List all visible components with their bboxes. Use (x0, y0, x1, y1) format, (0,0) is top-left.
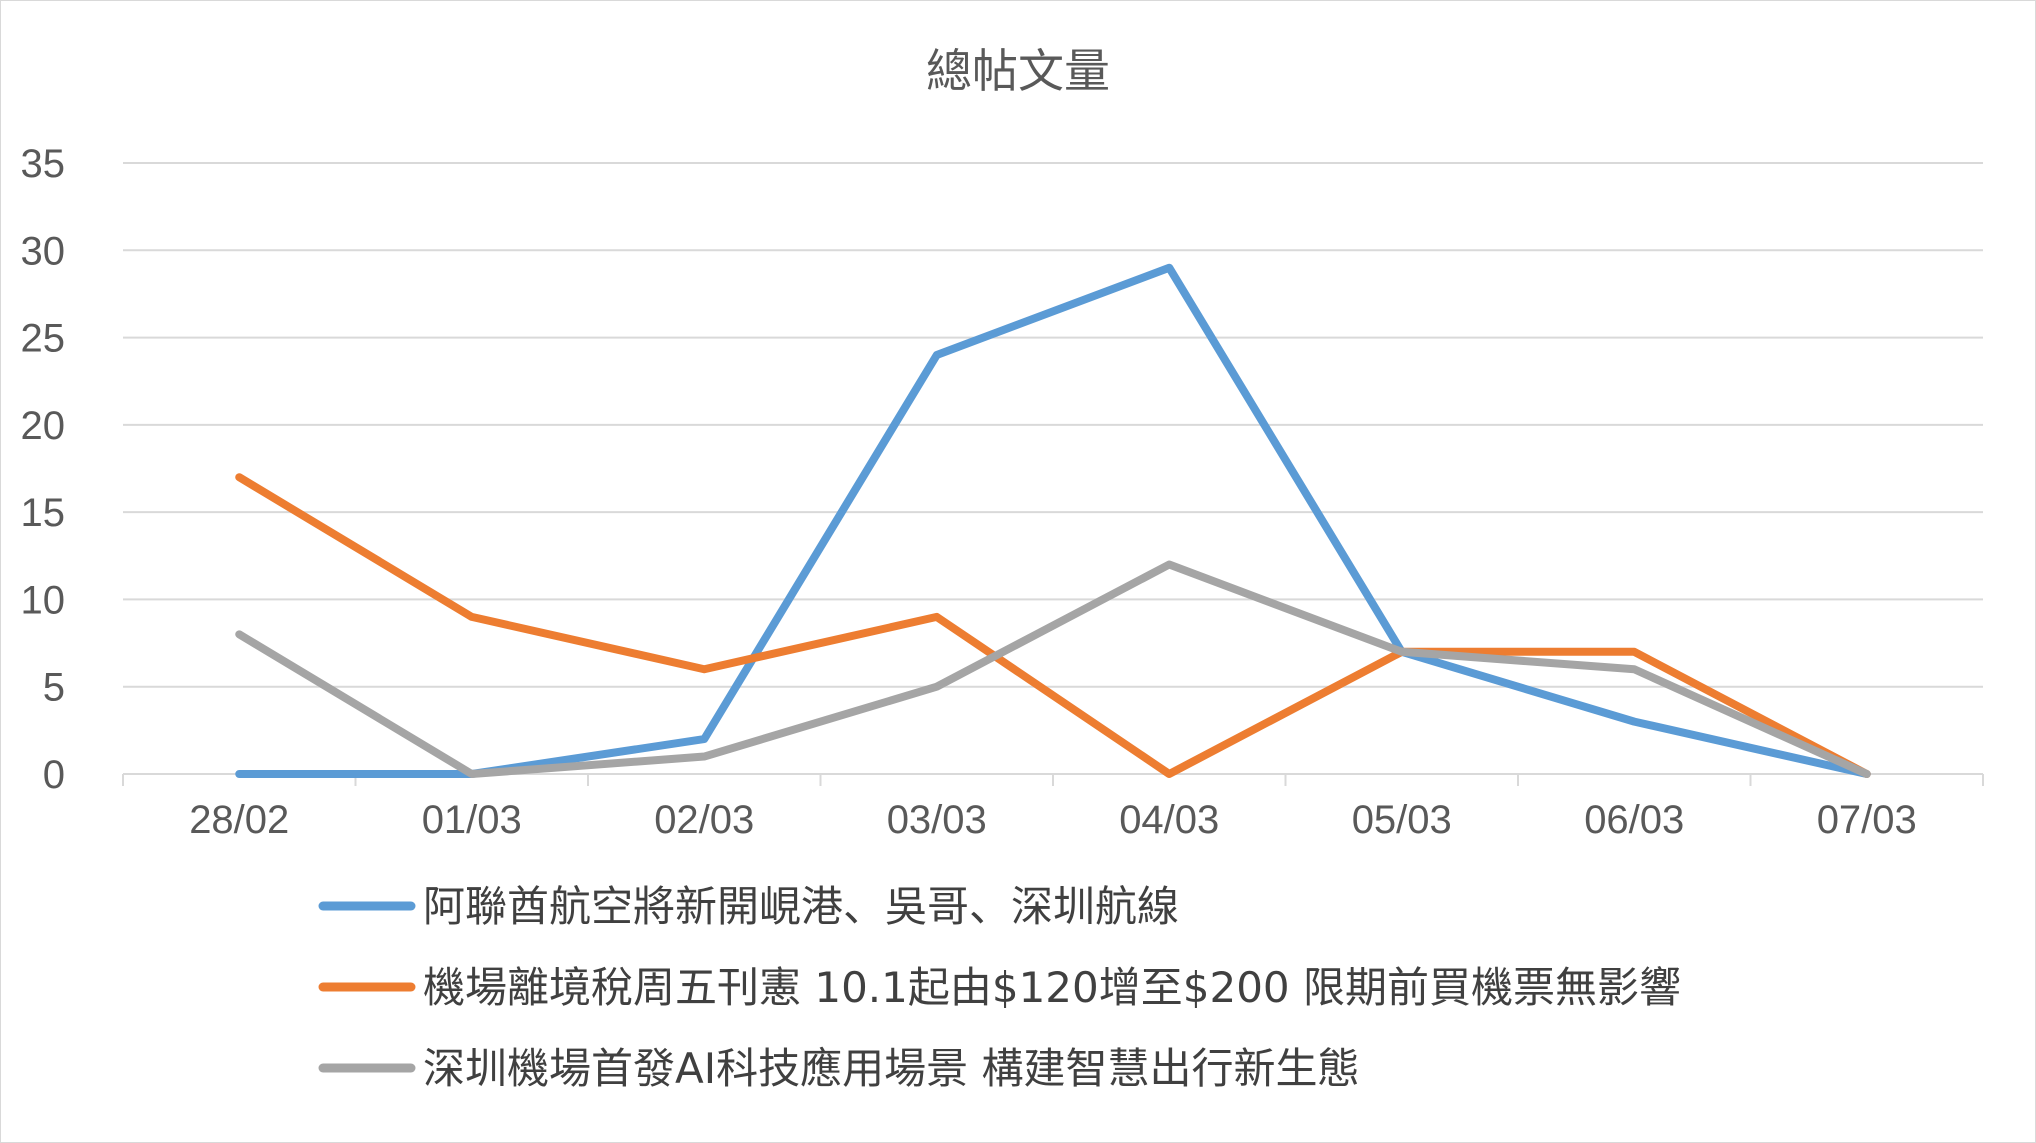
y-tick-label: 20 (21, 404, 66, 448)
x-tick-label: 07/03 (1817, 798, 1917, 842)
y-tick-label: 10 (21, 578, 66, 622)
y-tick-label: 30 (21, 229, 66, 273)
y-tick-label: 15 (21, 491, 66, 535)
legend-label-2: 機場離境稅周五刊憲 10.1起由$120增至$200 限期前買機票無影響 (423, 963, 1681, 1012)
x-tick-label: 06/03 (1584, 798, 1684, 842)
x-tick-label: 02/03 (654, 798, 754, 842)
gridlines (123, 162, 1983, 688)
axes: 0 5 10 15 20 25 30 35 28/02 01/03 02/03 03/03 04/03 0… (21, 142, 1984, 842)
series-line-2 (235, 473, 1871, 778)
legend-label-3: 深圳機場首發AI科技應用場景 構建智慧出行新生態 (423, 1044, 1359, 1093)
x-tick-label: 28/02 (189, 798, 289, 842)
chart-title: 總帖文量 (926, 44, 1110, 98)
y-tick-label: 0 (43, 753, 65, 797)
x-tick-label: 01/03 (422, 798, 522, 842)
x-tick-label: 04/03 (1119, 798, 1219, 842)
legend-label-1: 阿聯酋航空將新開峴港、吳哥、深圳航線 (423, 882, 1179, 931)
x-tick-label: 05/03 (1352, 798, 1452, 842)
y-tick-label: 5 (43, 666, 65, 710)
series-line-3 (235, 560, 1871, 778)
y-tick-label: 35 (21, 142, 66, 186)
x-tick-label: 03/03 (887, 798, 987, 842)
series-lines (235, 263, 1871, 778)
y-tick-label: 25 (21, 317, 66, 361)
